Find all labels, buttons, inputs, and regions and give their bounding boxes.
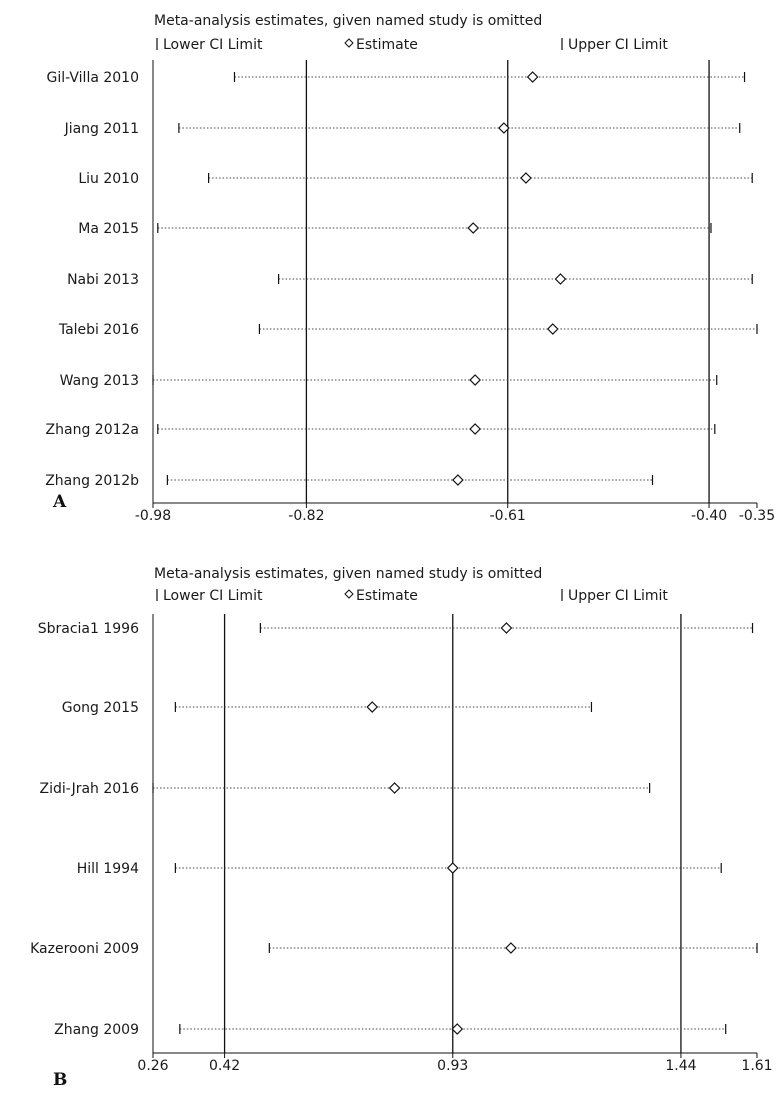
legend-estimate-label: Estimate <box>356 37 418 53</box>
study-label: Talebi 2016 <box>58 322 139 338</box>
x-tick-label: 0.26 <box>137 1058 168 1074</box>
legend-upper-label: Upper CI Limit <box>568 37 668 53</box>
estimate-marker <box>526 71 539 83</box>
study-label: Zidi-Jrah 2016 <box>39 781 139 797</box>
estimate-marker <box>505 942 517 954</box>
study-label: Gong 2015 <box>62 700 139 716</box>
panel-label: A <box>52 492 67 512</box>
study-label: Liu 2010 <box>78 171 139 187</box>
x-tick-label: -0.35 <box>739 508 775 524</box>
x-tick-label: 1.61 <box>741 1058 772 1074</box>
legend-lower-label: Lower CI Limit <box>163 37 263 53</box>
estimate-marker <box>498 122 510 134</box>
study-label: Kazerooni 2009 <box>30 941 139 957</box>
x-tick-label: -0.40 <box>691 508 727 524</box>
chart-title: Meta-analysis estimates, given named stu… <box>154 566 542 582</box>
legend-lower-label: Lower CI Limit <box>163 588 263 604</box>
estimate-marker <box>469 423 481 435</box>
estimate-marker <box>554 273 567 285</box>
legend-estimate-label: Estimate <box>356 588 418 604</box>
legend-estimate-marker <box>344 38 354 48</box>
x-tick-label: -0.98 <box>135 508 171 524</box>
x-tick-label: -0.61 <box>490 508 526 524</box>
study-label: Zhang 2009 <box>54 1022 139 1038</box>
panel-label: B <box>53 1070 67 1090</box>
study-label: Zhang 2012b <box>45 473 139 489</box>
study-label: Wang 2013 <box>60 373 139 389</box>
x-tick-label: 0.93 <box>437 1058 468 1074</box>
estimate-marker <box>500 622 513 634</box>
study-label: Hill 1994 <box>77 861 139 877</box>
x-tick-label: 1.44 <box>665 1058 696 1074</box>
study-label: Zhang 2012a <box>46 422 139 438</box>
legend-upper-label: Upper CI Limit <box>568 588 668 604</box>
estimate-marker <box>366 701 379 713</box>
study-label: Nabi 2013 <box>67 272 139 288</box>
estimate-marker <box>469 374 481 386</box>
estimate-marker <box>467 222 480 234</box>
study-label: Jiang 2011 <box>64 121 139 137</box>
estimate-marker <box>451 1023 464 1035</box>
study-label: Ma 2015 <box>78 221 139 237</box>
estimate-marker <box>452 474 464 486</box>
study-label: Gil-Villa 2010 <box>47 70 139 86</box>
estimate-marker <box>546 323 559 335</box>
estimate-marker <box>446 862 459 874</box>
x-tick-label: 0.42 <box>209 1058 240 1074</box>
study-label: Sbracia1 1996 <box>38 621 139 637</box>
legend-estimate-marker <box>344 589 354 599</box>
estimate-marker <box>388 782 401 794</box>
chart-title: Meta-analysis estimates, given named stu… <box>154 13 542 29</box>
x-tick-label: -0.82 <box>288 508 324 524</box>
estimate-marker <box>520 172 532 184</box>
